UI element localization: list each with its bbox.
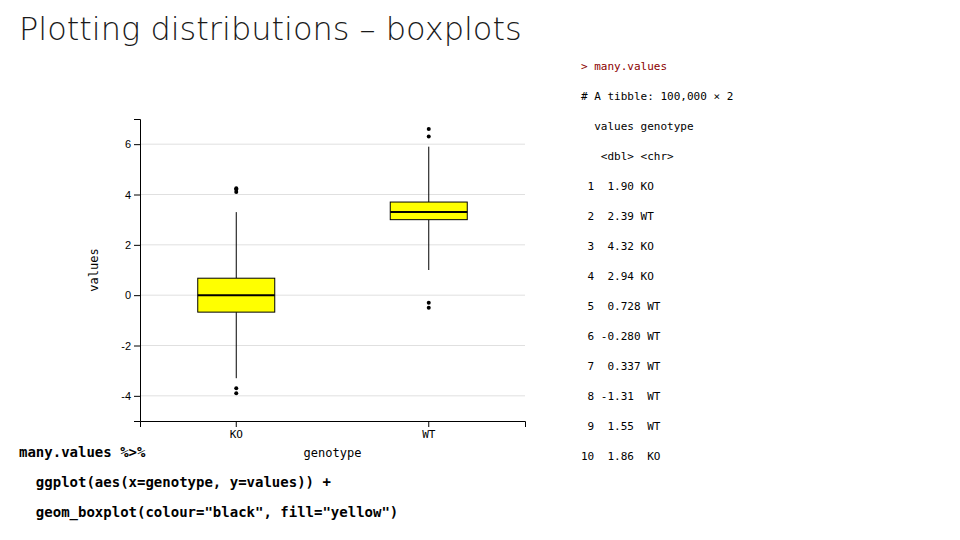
tick: 4 [125, 189, 140, 201]
code-line: geom_boxplot(colour="black", fill="yello… [19, 504, 398, 521]
console-line: # A tibble: 100,000 × 2 [581, 90, 733, 103]
console-line: 8 -1.31 WT [581, 390, 694, 403]
outlier [234, 391, 238, 395]
console-line: 10 1.86 KO [581, 450, 694, 463]
tick-mark [134, 245, 140, 246]
tick: -4 [121, 390, 140, 402]
code-line: many.values %>% [19, 444, 146, 460]
chart: Plotting distributions – boxplots > many.… [0, 0, 960, 540]
whisker [236, 312, 237, 378]
median [390, 211, 467, 213]
box [198, 278, 275, 312]
axis-line [134, 120, 141, 422]
tick-label: 2 [125, 239, 131, 251]
console-line: 4 2.94 KO [581, 270, 694, 283]
tick-mark [134, 295, 140, 296]
console-line: 1 1.90 KO [581, 180, 694, 193]
title: Plotting distributions – boxplots [19, 10, 522, 48]
outlier [427, 306, 431, 310]
console-line: 3 4.32 KO [581, 240, 694, 253]
code-line: ggplot(aes(x=genotype, y=values)) + [19, 474, 331, 490]
tick: 2 [125, 239, 140, 251]
grid-line [140, 244, 525, 245]
x-axis-title: genotype [304, 446, 362, 460]
console-line: 9 1.55 WT [581, 420, 694, 433]
tick-label: KO [230, 428, 243, 441]
whisker [428, 147, 429, 202]
tick-mark [428, 421, 429, 427]
box-group [390, 127, 467, 310]
grid-line [140, 144, 525, 145]
tick-mark [134, 396, 140, 397]
tick-mark [236, 421, 237, 427]
outlier [427, 135, 431, 139]
tick-mark [134, 195, 140, 196]
tick: WT [422, 421, 436, 441]
console-line: > many.values [581, 60, 667, 73]
outlier [427, 127, 431, 131]
console: > many.values # A tibble: 100,000 × 2 val… [581, 60, 733, 463]
code: many.values %>% ggplot(aes(x=genotype, y… [19, 444, 398, 521]
tick: 6 [125, 138, 140, 150]
whisker [428, 220, 429, 270]
grid-line [140, 194, 525, 195]
median [198, 294, 275, 296]
box-group [198, 186, 275, 395]
y-axis: -4 -2 0 2 4 6 [121, 120, 140, 422]
tick-mark [134, 346, 140, 347]
grid-line [140, 395, 525, 396]
tick-mark [134, 144, 140, 145]
axis-line [141, 422, 526, 428]
tick: 0 [125, 289, 140, 301]
outlier [234, 386, 238, 390]
grid [140, 144, 525, 396]
tick-label: WT [422, 428, 436, 441]
tick-label: 6 [125, 138, 131, 150]
whisker [236, 212, 237, 278]
tick-label: -2 [121, 340, 131, 352]
tick-label: 4 [125, 189, 131, 201]
tick: KO [230, 421, 243, 441]
console-line: 5 0.728 WT [581, 300, 694, 313]
grid-line [140, 345, 525, 346]
boxes [198, 127, 468, 395]
console-line: 6 -0.280 WT [581, 330, 694, 343]
x-axis: KO WT [141, 421, 526, 441]
box [390, 202, 467, 220]
console-line: values genotype [581, 120, 694, 133]
outlier [234, 186, 238, 190]
tick: -2 [121, 340, 140, 352]
outlier [427, 301, 431, 305]
console-line: 7 0.337 WT [581, 360, 694, 373]
y-axis-title: values [87, 248, 101, 291]
tick-label: -4 [121, 390, 131, 402]
console-line: 2 2.39 WT [581, 210, 694, 223]
tick-label: 0 [125, 289, 131, 301]
console-line: <dbl> <chr> [581, 150, 694, 163]
grid-line [140, 295, 525, 296]
